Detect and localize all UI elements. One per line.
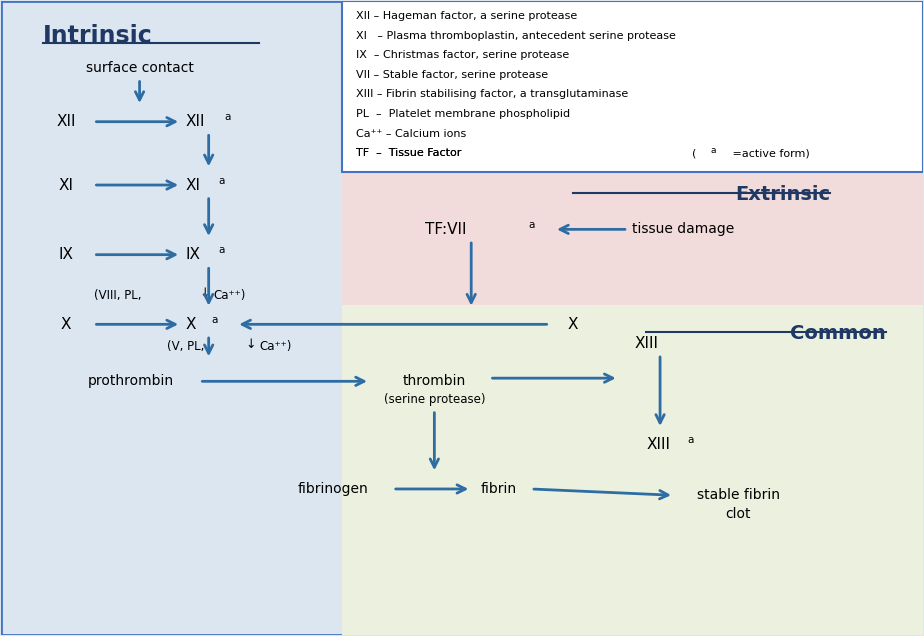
Text: fibrin: fibrin: [480, 482, 517, 496]
Text: a: a: [225, 113, 231, 122]
Text: surface contact: surface contact: [86, 61, 193, 75]
Text: a: a: [218, 176, 225, 186]
Text: VII – Stable factor, serine protease: VII – Stable factor, serine protease: [356, 70, 548, 80]
Text: a: a: [529, 220, 535, 230]
Text: =active form): =active form): [729, 148, 810, 158]
Text: ↓: ↓: [246, 338, 256, 351]
Text: clot: clot: [725, 508, 751, 522]
Text: IX: IX: [186, 247, 201, 262]
Text: X: X: [186, 317, 196, 332]
Bar: [342, 172, 922, 305]
Text: ↓: ↓: [200, 287, 210, 300]
Text: XI: XI: [186, 177, 201, 193]
Text: Ca⁺⁺): Ca⁺⁺): [260, 340, 292, 353]
Text: XI: XI: [58, 177, 73, 193]
Text: Ca⁺⁺ – Calcium ions: Ca⁺⁺ – Calcium ions: [356, 128, 467, 139]
Text: PL  –  Platelet membrane phospholipid: PL – Platelet membrane phospholipid: [356, 109, 570, 119]
Text: TF  –  Tissue Factor: TF – Tissue Factor: [356, 148, 461, 158]
Text: XII: XII: [186, 114, 205, 129]
Bar: [342, 305, 922, 635]
Text: TF:VII: TF:VII: [425, 222, 467, 237]
Text: Extrinsic: Extrinsic: [736, 185, 831, 204]
Text: (serine protease): (serine protease): [383, 392, 485, 406]
Text: fibrinogen: fibrinogen: [298, 482, 369, 496]
Text: XII: XII: [56, 114, 76, 129]
Text: Ca⁺⁺): Ca⁺⁺): [213, 289, 246, 302]
Text: TF  –  Tissue Factor: TF – Tissue Factor: [356, 148, 461, 158]
Text: a: a: [687, 435, 694, 445]
Text: IX: IX: [58, 247, 73, 262]
Text: (VIII, PL,: (VIII, PL,: [93, 289, 141, 302]
Text: XII – Hageman factor, a serine protease: XII – Hageman factor, a serine protease: [356, 11, 578, 21]
Text: a: a: [218, 245, 225, 255]
Text: XIII: XIII: [646, 437, 670, 452]
Text: XIII – Fibrin stabilising factor, a transglutaminase: XIII – Fibrin stabilising factor, a tran…: [356, 90, 628, 99]
Text: XIII: XIII: [634, 336, 658, 351]
Text: stable fibrin: stable fibrin: [697, 488, 780, 502]
Text: a: a: [212, 315, 218, 325]
Text: tissue damage: tissue damage: [632, 223, 735, 237]
Text: Common: Common: [790, 324, 886, 343]
Text: X: X: [567, 317, 578, 332]
Text: (V, PL,: (V, PL,: [167, 340, 204, 353]
Text: a: a: [711, 146, 716, 155]
Text: XI   – Plasma thromboplastin, antecedent serine protease: XI – Plasma thromboplastin, antecedent s…: [356, 31, 676, 41]
Text: X: X: [61, 317, 71, 332]
Text: thrombin: thrombin: [403, 375, 466, 389]
Text: IX  – Christmas factor, serine protease: IX – Christmas factor, serine protease: [356, 50, 569, 60]
Bar: [342, 1, 922, 172]
Text: prothrombin: prothrombin: [87, 375, 174, 389]
Text: Intrinsic: Intrinsic: [43, 24, 152, 48]
Text: (: (: [692, 148, 700, 158]
